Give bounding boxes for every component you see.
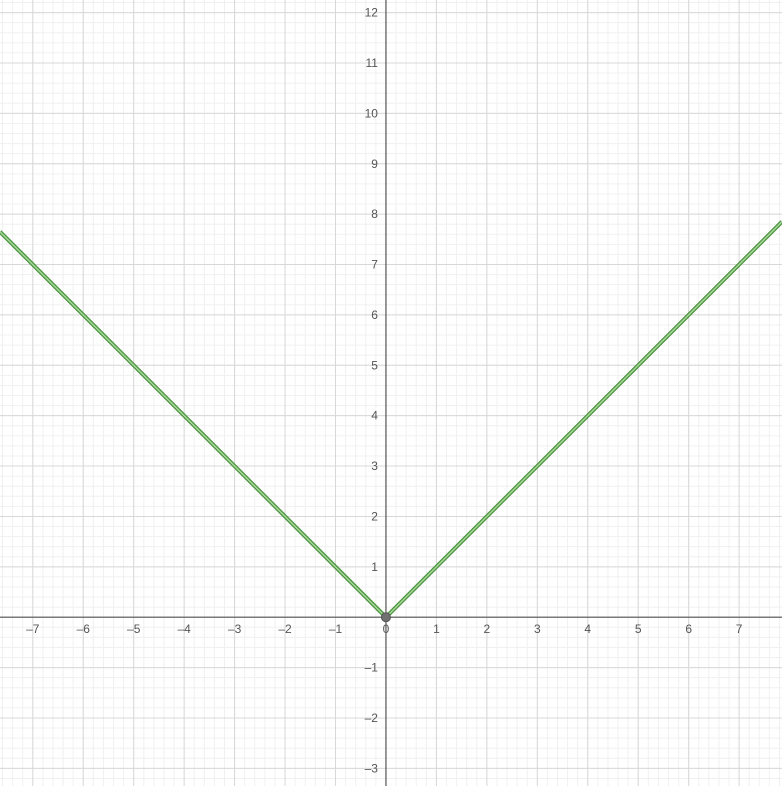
y-tick-label: 3 xyxy=(371,459,378,473)
vertex-point xyxy=(381,613,390,622)
y-tick-label: –3 xyxy=(365,761,379,775)
x-tick-label: –7 xyxy=(26,622,40,636)
x-tick-label: –4 xyxy=(177,622,191,636)
x-tick-label: –3 xyxy=(228,622,242,636)
x-tick-label: –1 xyxy=(329,622,343,636)
x-tick-label: 2 xyxy=(484,622,491,636)
x-tick-label: 1 xyxy=(433,622,440,636)
y-tick-label: 7 xyxy=(371,258,378,272)
y-tick-label: 2 xyxy=(371,509,378,523)
y-tick-label: 1 xyxy=(371,560,378,574)
x-tick-label: 7 xyxy=(736,622,743,636)
y-tick-label: 12 xyxy=(365,6,379,20)
y-tick-label: 9 xyxy=(371,157,378,171)
y-tick-label: 4 xyxy=(371,409,378,423)
x-tick-label: 4 xyxy=(584,622,591,636)
x-tick-label: 5 xyxy=(635,622,642,636)
y-tick-label: 11 xyxy=(365,56,378,70)
x-tick-label: –2 xyxy=(278,622,292,636)
x-tick-label: 6 xyxy=(685,622,692,636)
y-tick-label: –1 xyxy=(365,661,379,675)
y-tick-label: 8 xyxy=(371,207,378,221)
x-tick-label: 3 xyxy=(534,622,541,636)
y-tick-label: 10 xyxy=(365,106,379,120)
y-tick-label: 5 xyxy=(371,358,378,372)
x-tick-label: –5 xyxy=(127,622,141,636)
y-tick-label: 6 xyxy=(371,308,378,322)
y-tick-label: –2 xyxy=(365,711,379,725)
x-tick-label: 0 xyxy=(383,622,390,636)
x-tick-label: –6 xyxy=(77,622,91,636)
coordinate-plane-chart: –7–6–5–4–3–2–101234567–3–2–1123456789101… xyxy=(0,0,782,786)
